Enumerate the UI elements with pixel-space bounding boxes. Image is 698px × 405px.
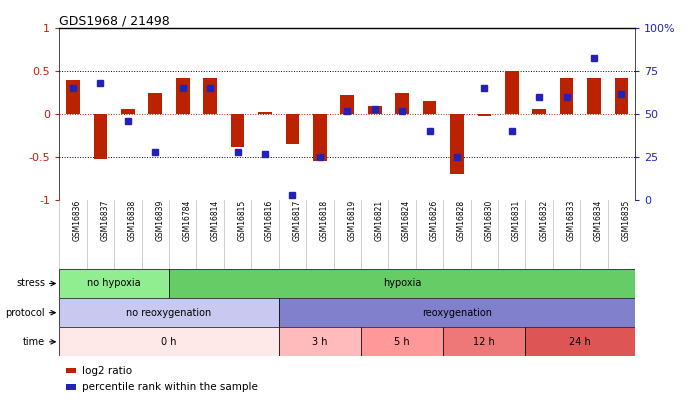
- Bar: [505, 71, 519, 114]
- Text: GSM16835: GSM16835: [621, 200, 630, 241]
- Bar: [279, 298, 635, 327]
- Text: hypoxia: hypoxia: [383, 279, 422, 288]
- Text: GSM16816: GSM16816: [265, 200, 274, 241]
- Bar: [361, 327, 443, 356]
- Text: protocol: protocol: [6, 308, 45, 318]
- Bar: [533, 109, 546, 114]
- Text: no hypoxia: no hypoxia: [87, 279, 141, 288]
- Text: GSM16817: GSM16817: [292, 200, 302, 241]
- Text: GSM16838: GSM16838: [128, 200, 137, 241]
- Text: GSM16830: GSM16830: [484, 200, 493, 241]
- Bar: [615, 78, 628, 114]
- Bar: [121, 109, 135, 114]
- Bar: [450, 114, 463, 174]
- Bar: [587, 78, 601, 114]
- Bar: [203, 78, 217, 114]
- Text: GSM16828: GSM16828: [457, 200, 466, 241]
- Text: GSM16784: GSM16784: [183, 200, 192, 241]
- Text: GSM16831: GSM16831: [512, 200, 521, 241]
- Bar: [66, 80, 80, 114]
- Text: percentile rank within the sample: percentile rank within the sample: [82, 382, 258, 392]
- Text: 24 h: 24 h: [570, 337, 591, 347]
- Text: GSM16832: GSM16832: [540, 200, 548, 241]
- Bar: [423, 101, 436, 114]
- Bar: [279, 327, 361, 356]
- Bar: [59, 298, 279, 327]
- Bar: [176, 78, 190, 114]
- Text: 5 h: 5 h: [394, 337, 410, 347]
- Text: log2 ratio: log2 ratio: [82, 366, 132, 375]
- Text: time: time: [23, 337, 45, 347]
- Text: GSM16834: GSM16834: [594, 200, 603, 241]
- Text: GSM16814: GSM16814: [210, 200, 219, 241]
- Text: GSM16839: GSM16839: [155, 200, 164, 241]
- Bar: [395, 93, 409, 114]
- Bar: [94, 114, 107, 159]
- Text: GDS1968 / 21498: GDS1968 / 21498: [59, 14, 170, 27]
- Text: 3 h: 3 h: [312, 337, 327, 347]
- Text: GSM16833: GSM16833: [567, 200, 576, 241]
- Text: GSM16819: GSM16819: [348, 200, 356, 241]
- Text: GSM16826: GSM16826: [429, 200, 438, 241]
- Text: GSM16818: GSM16818: [320, 200, 329, 241]
- Bar: [59, 327, 279, 356]
- Text: reoxygenation: reoxygenation: [422, 308, 492, 318]
- Text: GSM16836: GSM16836: [73, 200, 82, 241]
- Bar: [560, 78, 574, 114]
- Bar: [368, 106, 382, 114]
- Bar: [443, 327, 526, 356]
- Bar: [149, 93, 162, 114]
- Bar: [169, 269, 635, 298]
- Text: 0 h: 0 h: [161, 337, 177, 347]
- Text: stress: stress: [16, 279, 45, 288]
- Bar: [231, 114, 244, 147]
- Bar: [477, 114, 491, 116]
- Text: GSM16815: GSM16815: [237, 200, 246, 241]
- Text: GSM16821: GSM16821: [375, 200, 384, 241]
- Text: GSM16824: GSM16824: [402, 200, 411, 241]
- Bar: [59, 269, 169, 298]
- Bar: [341, 95, 354, 114]
- Bar: [526, 327, 635, 356]
- Bar: [313, 114, 327, 162]
- Text: GSM16837: GSM16837: [101, 200, 110, 241]
- Bar: [258, 113, 272, 114]
- Text: no reoxygenation: no reoxygenation: [126, 308, 211, 318]
- Bar: [285, 114, 299, 144]
- Text: 12 h: 12 h: [473, 337, 496, 347]
